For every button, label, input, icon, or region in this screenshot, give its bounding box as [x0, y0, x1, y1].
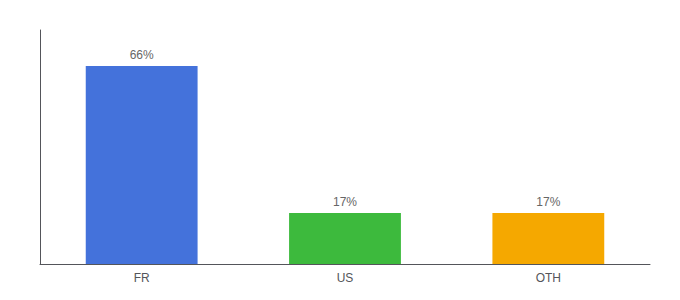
svg-text:17%: 17% [333, 195, 357, 209]
svg-text:US: US [337, 271, 354, 285]
svg-text:OTH: OTH [536, 271, 561, 285]
svg-text:FR: FR [134, 271, 150, 285]
svg-text:17%: 17% [536, 195, 560, 209]
svg-text:66%: 66% [130, 48, 154, 62]
